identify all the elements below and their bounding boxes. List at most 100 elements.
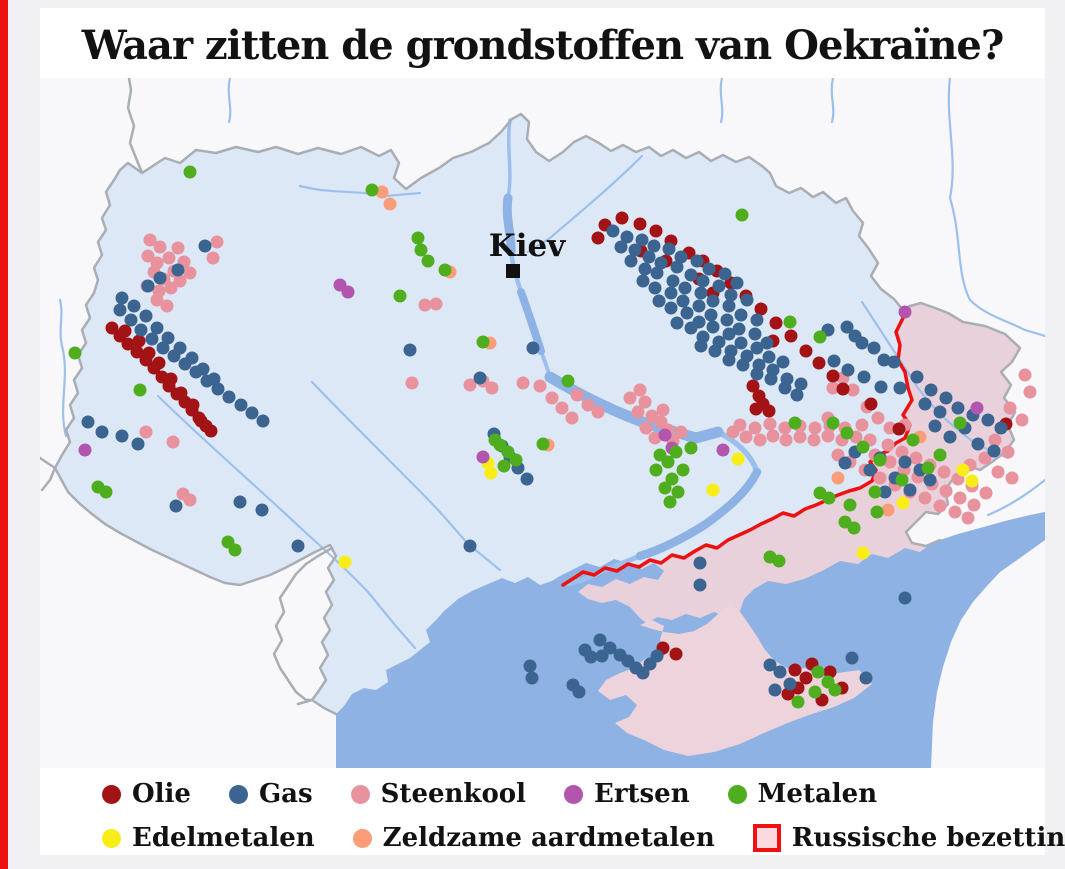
deposit-olie bbox=[799, 671, 813, 685]
deposit-olie bbox=[615, 211, 629, 225]
deposit-metalen bbox=[133, 383, 147, 397]
deposit-gas bbox=[256, 414, 270, 428]
deposit-steenkool bbox=[633, 383, 647, 397]
deposit-olie bbox=[812, 356, 826, 370]
deposit-steenkool bbox=[150, 293, 164, 307]
deposit-steenkool bbox=[909, 451, 923, 465]
deposit-gas bbox=[981, 413, 995, 427]
deposit-gas bbox=[898, 455, 912, 469]
deposit-gas bbox=[648, 281, 662, 295]
deposit-gas bbox=[763, 658, 777, 672]
deposit-gas bbox=[918, 397, 932, 411]
deposit-gas bbox=[694, 286, 708, 300]
deposit-steenkool bbox=[555, 401, 569, 415]
deposit-gas bbox=[603, 641, 617, 655]
deposit-steenkool bbox=[565, 411, 579, 425]
legend-dot-zeldzame bbox=[352, 828, 372, 848]
deposit-steenkool bbox=[166, 435, 180, 449]
deposit-gas bbox=[95, 425, 109, 439]
deposit-ertsen bbox=[78, 443, 92, 457]
deposit-gas bbox=[887, 355, 901, 369]
deposit-steenkool bbox=[656, 403, 670, 417]
deposit-gas bbox=[943, 430, 957, 444]
deposit-metalen bbox=[497, 459, 511, 473]
deposit-olie bbox=[204, 424, 218, 438]
deposit-gas bbox=[877, 353, 891, 367]
deposit-steenkool bbox=[418, 298, 432, 312]
deposit-metalen bbox=[183, 165, 197, 179]
deposit-gas bbox=[473, 371, 487, 385]
deposit-gas bbox=[840, 320, 854, 334]
deposit-metalen bbox=[826, 416, 840, 430]
deposit-zeldzame bbox=[383, 197, 397, 211]
deposit-gas bbox=[845, 651, 859, 665]
deposit-gas bbox=[768, 683, 782, 697]
deposit-steenkool bbox=[739, 430, 753, 444]
deposit-edelmetalen bbox=[956, 463, 970, 477]
deposit-metalen bbox=[68, 346, 82, 360]
river-don bbox=[947, 78, 1045, 338]
deposit-metalen bbox=[663, 495, 677, 509]
deposit-gas bbox=[987, 444, 1001, 458]
deposit-gas bbox=[636, 274, 650, 288]
deposit-zeldzame bbox=[831, 471, 845, 485]
deposit-gas bbox=[684, 321, 698, 335]
deposit-steenkool bbox=[183, 266, 197, 280]
deposit-steenkool bbox=[778, 421, 792, 435]
deposit-olie bbox=[754, 302, 768, 316]
deposit-metalen bbox=[788, 416, 802, 430]
deposit-steenkool bbox=[1003, 401, 1017, 415]
deposit-gas bbox=[794, 377, 808, 391]
deposit-gas bbox=[403, 343, 417, 357]
deposit-steenkool bbox=[748, 421, 762, 435]
deposit-gas bbox=[971, 437, 985, 451]
deposit-zeldzame bbox=[881, 503, 895, 517]
deposit-gas bbox=[778, 381, 792, 395]
deposit-gas bbox=[636, 666, 650, 680]
deposit-gas bbox=[134, 323, 148, 337]
deposit-metalen bbox=[933, 448, 947, 462]
deposit-steenkool bbox=[173, 274, 187, 288]
deposit-gas bbox=[867, 341, 881, 355]
ukraine-map: Kiev bbox=[40, 78, 1045, 768]
deposit-gas bbox=[827, 354, 841, 368]
deposit-gas bbox=[606, 224, 620, 238]
deposit-steenkool bbox=[808, 421, 822, 435]
deposit-gas bbox=[245, 406, 259, 420]
legend-row-1: Olie Gas Steenkool Ertsen Metalen bbox=[102, 772, 1032, 816]
deposit-steenkool bbox=[953, 491, 967, 505]
deposit-gas bbox=[520, 472, 534, 486]
deposit-steenkool bbox=[183, 493, 197, 507]
deposit-steenkool bbox=[978, 451, 992, 465]
deposit-gas bbox=[776, 355, 790, 369]
river-bug bbox=[58, 298, 68, 438]
deposit-metalen bbox=[735, 208, 749, 222]
deposit-gas bbox=[898, 591, 912, 605]
deposit-metalen bbox=[228, 543, 242, 557]
legend-item-bezetting: Russische bezetting bbox=[752, 823, 1065, 853]
deposit-metalen bbox=[847, 521, 861, 535]
deposit-steenkool bbox=[141, 249, 155, 263]
deposit-metalen bbox=[828, 683, 842, 697]
deposit-gas bbox=[874, 380, 888, 394]
deposit-gas bbox=[734, 336, 748, 350]
deposit-gas bbox=[525, 671, 539, 685]
deposit-gas bbox=[150, 321, 164, 335]
deposit-gas bbox=[654, 256, 668, 270]
deposit-gas bbox=[638, 262, 652, 276]
deposit-gas bbox=[734, 308, 748, 322]
deposit-gas bbox=[720, 313, 734, 327]
deposit-metalen bbox=[411, 231, 425, 245]
deposit-gas bbox=[730, 276, 744, 290]
deposit-steenkool bbox=[988, 433, 1002, 447]
deposit-metalen bbox=[684, 441, 698, 455]
deposit-steenkool bbox=[210, 235, 224, 249]
deposit-metalen bbox=[953, 416, 967, 430]
deposit-gas bbox=[748, 327, 762, 341]
deposit-gas bbox=[694, 339, 708, 353]
deposit-olie bbox=[186, 398, 200, 412]
legend-dot-olie bbox=[102, 784, 121, 804]
deposit-metalen bbox=[822, 491, 836, 505]
legend-label-gas: Gas bbox=[258, 779, 313, 809]
deposit-gas bbox=[696, 274, 710, 288]
